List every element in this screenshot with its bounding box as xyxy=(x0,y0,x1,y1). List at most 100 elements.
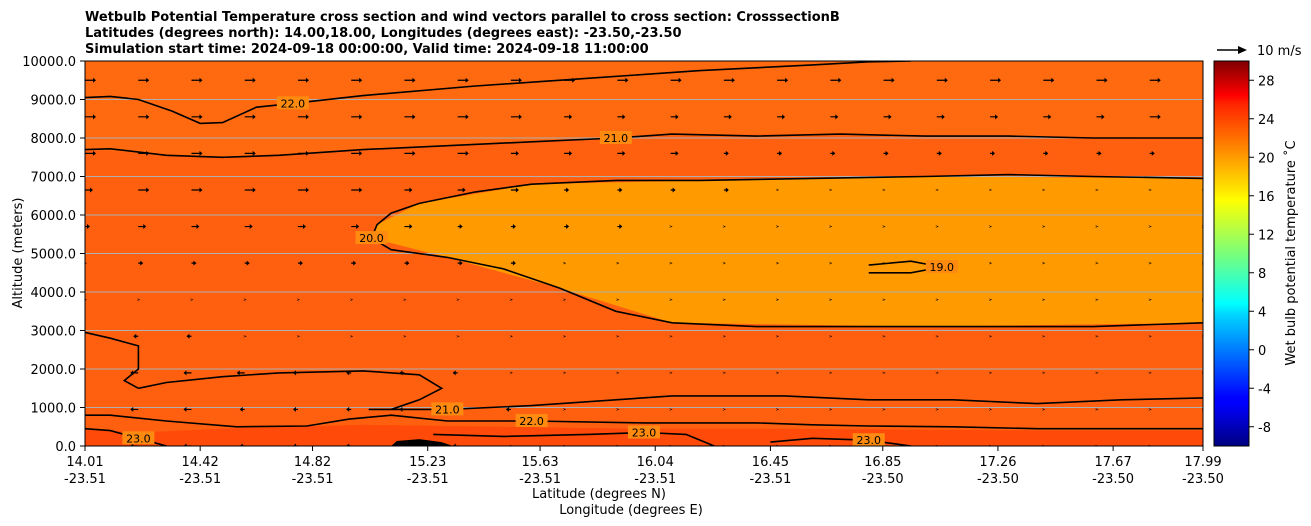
x-tick-label-lon: -23.50 xyxy=(1182,472,1224,487)
wind-vector-arrow xyxy=(296,298,300,301)
wind-vector xyxy=(350,335,354,338)
contour-label-bg xyxy=(355,231,388,245)
wind-vector-arrow xyxy=(346,443,352,446)
wind-vector xyxy=(1042,408,1046,411)
wind-vector-arrow xyxy=(1096,77,1108,83)
wind-vector xyxy=(510,187,519,193)
wind-vector xyxy=(404,260,410,266)
wind-vector-arrow xyxy=(617,77,629,83)
wind-vector-arrow xyxy=(776,261,780,265)
wind-vector-arrow xyxy=(457,77,469,83)
wind-vector xyxy=(1095,335,1099,338)
y-tick-label: 6000.0 xyxy=(31,209,77,224)
wind-vector-arrow xyxy=(669,261,673,265)
y-tick-label: 8000.0 xyxy=(31,132,77,147)
wind-vector xyxy=(351,224,360,230)
wind-vector xyxy=(191,224,200,230)
wind-vector-arrow xyxy=(292,443,298,446)
wind-vector-arrow xyxy=(297,224,306,230)
wind-vector-arrow xyxy=(563,408,567,411)
wind-vector xyxy=(1042,261,1046,265)
wind-vector-arrow xyxy=(509,335,513,338)
wind-vector-arrow xyxy=(183,370,192,376)
wind-vector xyxy=(137,298,141,301)
wind-vector xyxy=(1095,371,1099,375)
wind-vector-arrow xyxy=(989,298,993,301)
wind-vector-arrow xyxy=(723,150,729,156)
wind-vector-arrow xyxy=(829,261,833,265)
wind-vector-arrow xyxy=(722,298,726,301)
wind-vector xyxy=(989,371,993,375)
wind-vector-arrow xyxy=(723,114,732,120)
wind-vector xyxy=(1148,298,1152,301)
wind-vectors xyxy=(80,77,1208,446)
wind-vector-arrow xyxy=(510,224,516,230)
x-tick-label-lon: -23.51 xyxy=(179,472,221,487)
wind-vector-arrow xyxy=(829,225,833,228)
wind-vector-arrow xyxy=(85,150,96,156)
wind-vector xyxy=(244,150,256,156)
wind-vector-arrow xyxy=(1149,150,1155,156)
chart-title-line-1: Wetbulb Potential Temperature cross sect… xyxy=(85,10,840,25)
wind-vector-arrow xyxy=(989,261,993,265)
wind-vector-arrow xyxy=(138,114,150,120)
wind-vector xyxy=(1096,77,1108,83)
wind-vector-arrow xyxy=(190,298,194,301)
wind-vector xyxy=(564,114,573,120)
wind-vector-arrow xyxy=(1149,77,1161,83)
wind-vector xyxy=(563,371,567,375)
wind-vector-arrow xyxy=(616,335,620,338)
wind-vector-arrow xyxy=(403,335,407,338)
wind-vector-arrow xyxy=(1148,188,1152,192)
wind-vector-arrow xyxy=(457,114,469,120)
wind-vector-arrow xyxy=(510,114,522,120)
wind-vector xyxy=(1148,261,1152,265)
wind-vector-arrow xyxy=(1043,77,1055,83)
wind-vector xyxy=(722,335,726,338)
wind-vector xyxy=(935,408,939,411)
wind-vector-arrow xyxy=(669,408,673,411)
wind-vector xyxy=(1042,371,1046,375)
wind-vector xyxy=(776,261,780,265)
contour-label-bg xyxy=(852,433,885,446)
wind-vector-arrow xyxy=(670,187,676,193)
wind-vector xyxy=(617,114,626,120)
wind-vector-arrow xyxy=(130,443,139,446)
wind-vector-arrow xyxy=(1042,408,1046,411)
wind-vector-arrow xyxy=(989,188,993,192)
wind-vector-arrow xyxy=(191,114,203,120)
wind-vector xyxy=(989,225,993,228)
wind-vector xyxy=(297,224,306,230)
wind-vector xyxy=(404,114,416,120)
wind-vector xyxy=(1042,298,1046,301)
wind-vector-arrow xyxy=(133,333,139,339)
wind-vector xyxy=(456,298,460,301)
wind-vector xyxy=(723,114,732,120)
wind-vector-arrow xyxy=(883,114,892,120)
wind-vector-arrow xyxy=(399,443,405,446)
wind-vector-arrow xyxy=(990,77,1002,83)
wind-vector xyxy=(138,77,150,83)
wind-vector xyxy=(563,261,567,265)
wind-vector-arrow xyxy=(404,260,410,266)
wind-vector xyxy=(183,370,192,376)
wind-vector xyxy=(616,371,620,375)
wind-vector-arrow xyxy=(80,334,85,339)
wind-vector-arrow xyxy=(138,187,150,193)
wind-vector-arrow xyxy=(935,225,939,228)
wind-vector-arrow xyxy=(670,114,679,120)
wind-vector-arrow xyxy=(723,77,735,83)
wind-vector-arrow xyxy=(722,335,726,338)
wind-vector xyxy=(292,443,298,446)
x-tick-label-lon: -23.51 xyxy=(749,472,791,487)
wind-vector-arrow xyxy=(1095,298,1099,301)
wind-vector xyxy=(1042,188,1046,192)
wind-vector-arrow xyxy=(85,114,96,120)
contour-label: 22.0 xyxy=(519,415,544,428)
wind-vector xyxy=(669,225,673,228)
wind-vector-arrow xyxy=(722,225,726,228)
colorbar-tick-label: 28 xyxy=(1258,74,1275,89)
wind-vector-arrow xyxy=(1203,151,1208,156)
wind-vector-arrow xyxy=(244,224,253,230)
